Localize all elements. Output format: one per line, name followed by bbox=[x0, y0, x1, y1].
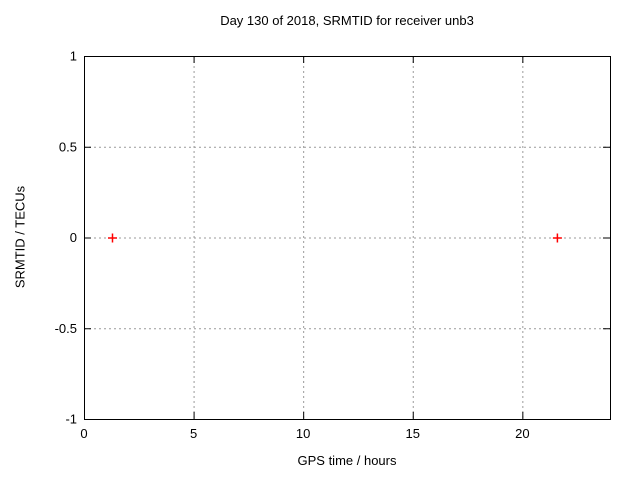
x-tick-label: 10 bbox=[296, 426, 310, 441]
x-tick-label: 20 bbox=[515, 426, 529, 441]
y-tick-label: 0 bbox=[70, 230, 77, 245]
x-axis-label: GPS time / hours bbox=[297, 453, 397, 468]
x-tick-label: 15 bbox=[406, 426, 420, 441]
x-tick-label: 5 bbox=[190, 426, 197, 441]
y-tick-label: 0.5 bbox=[59, 139, 77, 154]
plot-border bbox=[84, 56, 611, 420]
y-tick-label: -0.5 bbox=[55, 321, 77, 336]
data-point-marker bbox=[107, 233, 117, 243]
chart-title: Day 130 of 2018, SRMTID for receiver unb… bbox=[220, 13, 474, 28]
y-tick-label: -1 bbox=[65, 412, 77, 427]
data-point-marker bbox=[552, 233, 562, 243]
x-tick-label: 0 bbox=[80, 426, 87, 441]
y-tick-label: 1 bbox=[70, 49, 77, 64]
